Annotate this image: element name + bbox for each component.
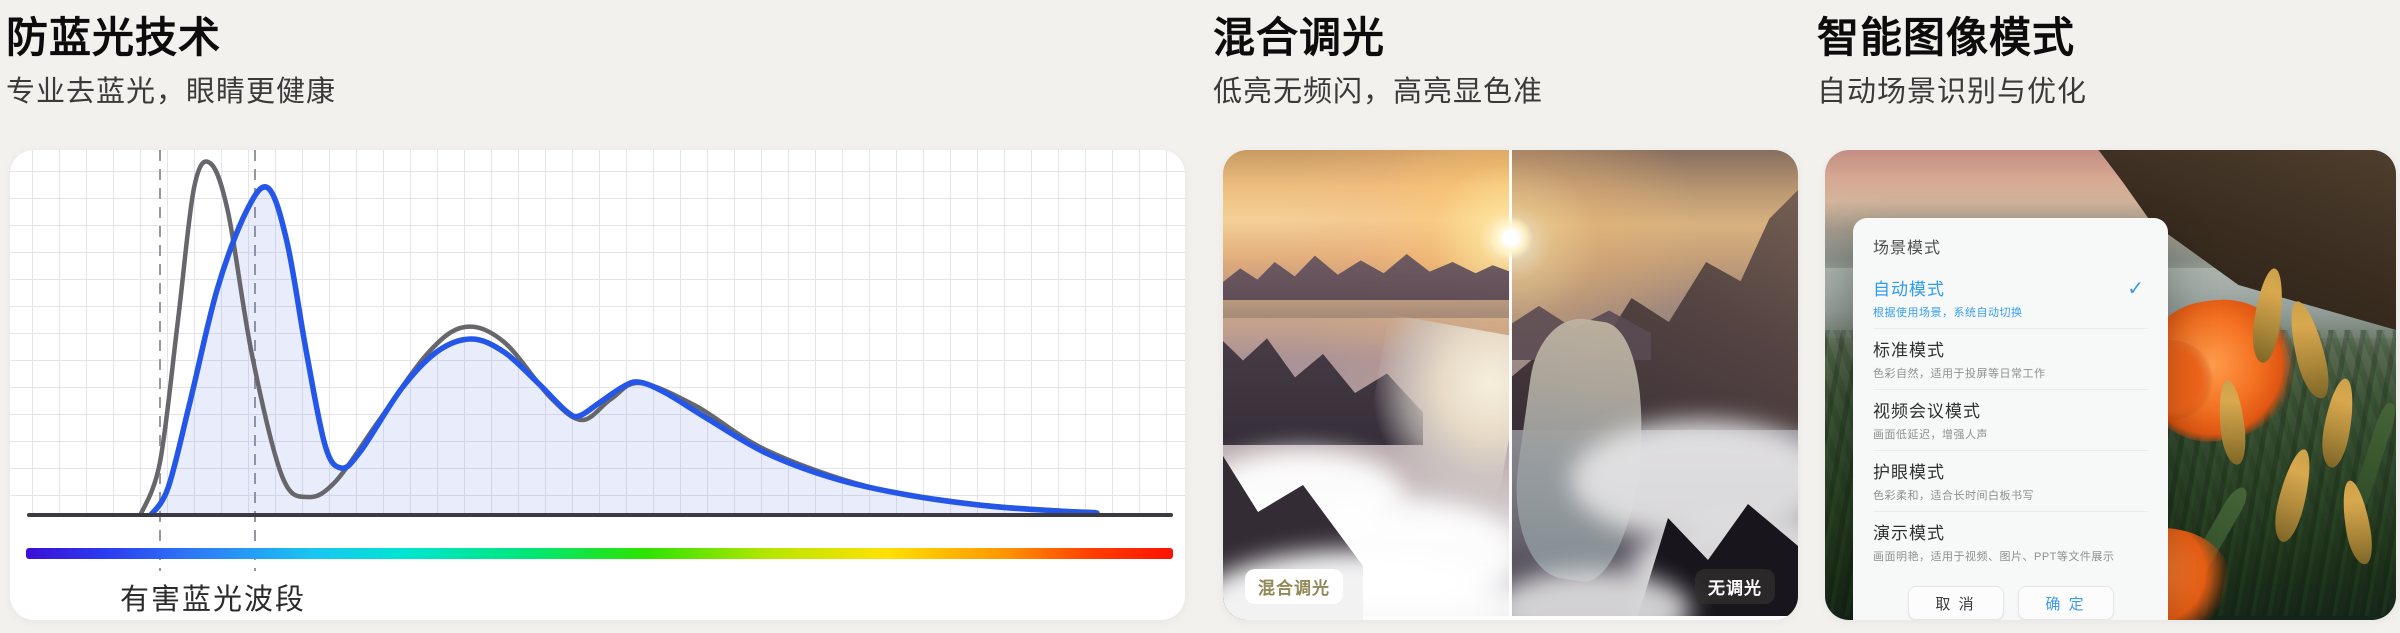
section3-title: 智能图像模式 bbox=[1817, 14, 2076, 61]
dimming-comparison-card: 混合调光 无调光 bbox=[1223, 150, 1798, 620]
menu-item-label: 演示模式 bbox=[1873, 524, 1945, 543]
menu-item-desc: 根据使用场景，系统自动切换 bbox=[1873, 307, 2023, 319]
menu-item-desc: 色彩柔和，适合长时间白板书写 bbox=[1873, 490, 2034, 502]
menu-item-label: 护眼模式 bbox=[1873, 463, 1945, 482]
harmful-band-label: 有害蓝光波段 bbox=[120, 584, 307, 616]
menu-item-auto-mode[interactable]: 自动模式 根据使用场景，系统自动切换 ✓ bbox=[1873, 268, 2148, 328]
harmful-band-left-line bbox=[159, 150, 161, 571]
section2-subtitle: 低亮无频闪，高亮显色准 bbox=[1213, 76, 1544, 108]
menu-item-standard-mode[interactable]: 标准模式 色彩自然，适用于投屏等日常工作 bbox=[1873, 328, 2148, 389]
hybrid-dimming-photo bbox=[1223, 150, 1527, 620]
menu-item-label: 标准模式 bbox=[1873, 341, 1945, 360]
menu-item-eye-care-mode[interactable]: 护眼模式 色彩柔和，适合长时间白板书写 bbox=[1873, 450, 2148, 511]
no-dimming-badge: 无调光 bbox=[1695, 569, 1775, 604]
comparison-divider bbox=[1509, 150, 1512, 616]
cancel-button[interactable]: 取 消 bbox=[1907, 586, 2004, 620]
x-axis bbox=[27, 513, 1173, 517]
blue-curve bbox=[147, 184, 1100, 516]
sun-icon bbox=[1489, 216, 1533, 260]
section1-title: 防蓝光技术 bbox=[6, 14, 222, 61]
dialog-title: 场景模式 bbox=[1873, 240, 1942, 257]
menu-item-label: 自动模式 bbox=[1873, 280, 1945, 299]
check-icon: ✓ bbox=[2127, 278, 2144, 300]
confirm-button[interactable]: 确 定 bbox=[2017, 586, 2114, 620]
dialog-buttons: 取 消 确 定 bbox=[1873, 586, 2148, 620]
section1-subtitle: 专业去蓝光，眼睛更健康 bbox=[6, 76, 337, 108]
hybrid-dimming-badge: 混合调光 bbox=[1245, 569, 1343, 604]
smart-image-mode-card: 场景模式 自动模式 根据使用场景，系统自动切换 ✓ 标准模式 色彩自然，适用于投… bbox=[1825, 150, 2396, 620]
menu-item-desc: 画面明艳，适用于视频、图片、PPT等文件展示 bbox=[1873, 551, 2115, 563]
blue-area bbox=[150, 186, 1097, 516]
menu-item-desc: 画面低延迟，增强人声 bbox=[1873, 429, 1988, 441]
spectrum-curves bbox=[137, 159, 1100, 516]
menu-item-presentation-mode[interactable]: 演示模式 画面明艳，适用于视频、图片、PPT等文件展示 bbox=[1873, 511, 2148, 572]
no-dimming-photo bbox=[1491, 150, 1798, 620]
visible-spectrum-bar bbox=[26, 548, 1173, 559]
scene-mode-dialog: 场景模式 自动模式 根据使用场景，系统自动切换 ✓ 标准模式 色彩自然，适用于投… bbox=[1853, 218, 2168, 620]
section2-title: 混合调光 bbox=[1213, 14, 1386, 61]
menu-item-video-conference-mode[interactable]: 视频会议模式 画面低延迟，增强人声 bbox=[1873, 389, 2148, 450]
blue-light-chart-panel: 有害蓝光波段 bbox=[10, 150, 1185, 620]
mute-overlay bbox=[1511, 150, 1798, 616]
menu-item-desc: 色彩自然，适用于投屏等日常工作 bbox=[1873, 368, 2046, 380]
menu-item-label: 视频会议模式 bbox=[1873, 402, 1981, 421]
section3-subtitle: 自动场景识别与优化 bbox=[1817, 76, 2088, 108]
